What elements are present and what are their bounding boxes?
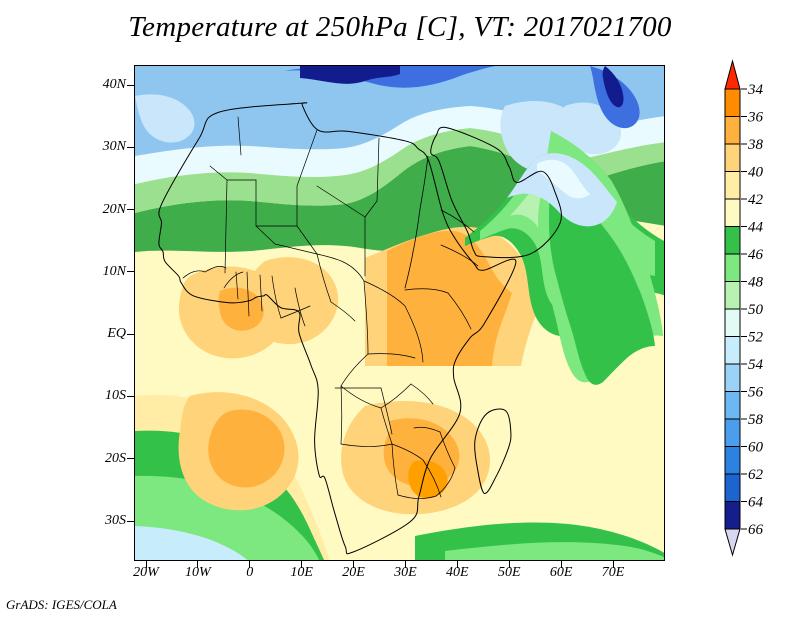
svg-text:36: 36	[747, 110, 764, 126]
svg-text:40: 40	[748, 165, 764, 181]
svg-text:60: 60	[748, 440, 764, 456]
svg-text:34: 34	[747, 82, 764, 98]
svg-text:54: 54	[748, 357, 764, 373]
svg-text:46: 46	[748, 247, 764, 263]
svg-text:38: 38	[747, 137, 764, 153]
svg-text:66: 66	[748, 522, 764, 538]
svg-text:42: 42	[748, 192, 764, 208]
svg-text:58: 58	[748, 412, 764, 428]
svg-text:56: 56	[748, 385, 764, 401]
svg-text:48: 48	[748, 275, 764, 291]
svg-text:64: 64	[748, 495, 764, 511]
svg-text:50: 50	[748, 302, 764, 318]
svg-text:62: 62	[748, 467, 764, 483]
svg-text:52: 52	[748, 330, 764, 346]
svg-text:44: 44	[748, 220, 764, 236]
